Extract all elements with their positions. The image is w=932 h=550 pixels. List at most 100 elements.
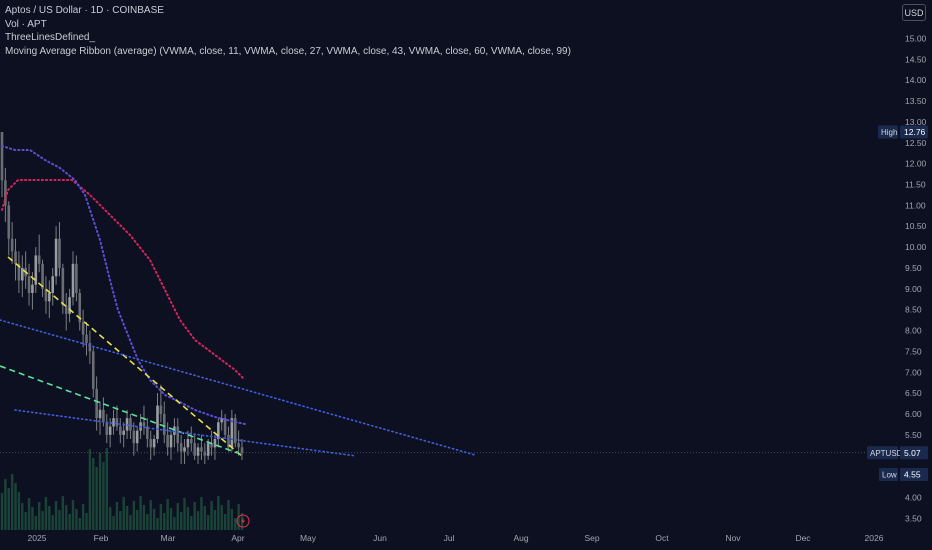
volume-bar xyxy=(125,506,129,530)
volume-bar xyxy=(108,507,112,530)
volume-bar xyxy=(105,448,108,530)
price-tag-value-bg xyxy=(900,125,928,139)
x-tick-label: Mar xyxy=(161,533,176,543)
volume-bar xyxy=(179,512,183,530)
candle-body xyxy=(61,267,65,306)
volume-bar xyxy=(21,503,24,530)
volume-bar xyxy=(17,492,21,530)
candle-body xyxy=(81,322,85,335)
volume-bar xyxy=(102,462,105,530)
volume-bar xyxy=(48,506,51,530)
price-tag-low: Low 4.55 xyxy=(879,467,928,481)
x-tick-label: Feb xyxy=(94,533,109,543)
y-tick-label: 13.50 xyxy=(905,96,927,106)
volume-bar xyxy=(14,483,17,530)
price-tag-name: Low xyxy=(882,470,897,479)
legend-indicator-threelines[interactable]: ThreeLinesDefined_ xyxy=(5,32,96,43)
volume-bar xyxy=(234,518,237,530)
legend-volume[interactable]: Vol · APT xyxy=(5,18,47,30)
legend-symbol[interactable]: Aptos / US Dollar · 1D · COINBASE xyxy=(5,5,164,16)
volume-bar xyxy=(213,510,217,530)
candle-body xyxy=(54,238,58,277)
candle-body xyxy=(112,418,115,427)
candle-body xyxy=(240,447,244,453)
x-tick-label: Dec xyxy=(795,533,811,543)
trendline-yellow xyxy=(7,256,244,458)
volume-bar xyxy=(75,509,78,530)
volume-bar xyxy=(196,511,200,530)
volume-bar xyxy=(217,496,220,530)
volume-bar xyxy=(129,515,132,530)
candle-body xyxy=(44,288,48,302)
y-tick-label: 9.00 xyxy=(905,284,922,294)
volume-bar xyxy=(112,516,115,530)
candle-body xyxy=(203,451,207,456)
candle-body xyxy=(115,418,119,427)
volume-bar xyxy=(37,502,41,530)
volume-bar xyxy=(206,515,210,530)
volume-bar xyxy=(4,479,7,530)
candle-body xyxy=(91,351,95,389)
y-tick-label: 8.50 xyxy=(905,305,922,315)
volume-bar xyxy=(122,497,125,530)
volume-bar xyxy=(132,501,136,530)
candle-body xyxy=(162,413,166,435)
candle-body xyxy=(179,443,183,452)
candle-body xyxy=(125,418,129,431)
legend-indicator-ma-ribbon[interactable]: Moving Average Ribbon (average) (VWMA, c… xyxy=(5,45,571,57)
volume-bar xyxy=(166,499,169,530)
volume-bar xyxy=(169,508,173,530)
candle-body xyxy=(71,263,75,298)
y-tick-label: 12.50 xyxy=(905,138,927,148)
candle-body xyxy=(217,422,220,440)
volume-bar xyxy=(142,505,146,530)
volume-bar xyxy=(92,458,95,530)
volume-bar xyxy=(156,518,159,530)
time-axis[interactable]: 2025 Feb Mar Apr May Jun Jul Aug Sep Oct Nov Dec 202… xyxy=(28,533,884,543)
y-tick-label: 7.00 xyxy=(905,367,922,377)
volume-bar xyxy=(173,517,176,530)
y-tick-label: 4.00 xyxy=(905,492,922,502)
ma-ribbon-slow xyxy=(1,179,244,379)
volume-bar xyxy=(31,507,34,530)
volume-bars xyxy=(0,448,244,530)
price-tags: High 12.76 APTUSD 5.07 Low 4.55 xyxy=(867,125,928,481)
y-tick-label: 5.50 xyxy=(905,430,922,440)
price-axis[interactable]: 15.00 14.50 14.00 13.50 13.00 12.50 12.00 11.50… xyxy=(905,34,927,524)
candle-body xyxy=(122,430,125,435)
volume-bar xyxy=(183,498,186,530)
y-tick-label: 10.00 xyxy=(905,242,927,252)
volume-bar xyxy=(227,500,230,530)
lightning-icon[interactable] xyxy=(236,514,250,528)
volume-bar xyxy=(58,510,61,530)
currency-button[interactable]: USD xyxy=(902,4,926,21)
candle-body xyxy=(95,388,98,419)
price-tag-name-bg xyxy=(879,467,898,481)
price-tag-value-bg xyxy=(900,446,928,460)
volume-bar xyxy=(10,474,14,530)
candle-body xyxy=(220,418,224,423)
y-tick-label: 14.50 xyxy=(905,54,927,64)
candle-body xyxy=(14,251,17,264)
candle-body xyxy=(31,284,34,293)
price-tag-value-bg xyxy=(900,467,928,481)
candle-body xyxy=(78,292,82,323)
y-tick-label: 11.50 xyxy=(905,180,926,190)
candle-body xyxy=(7,205,11,239)
candle-body xyxy=(41,263,44,289)
candle-body xyxy=(193,443,196,456)
candle-body xyxy=(132,430,136,444)
candle-body xyxy=(213,439,217,448)
trendline-green xyxy=(0,365,244,456)
volume-bar xyxy=(146,514,149,530)
x-tick-label: Jul xyxy=(444,533,455,543)
y-tick-label: 6.00 xyxy=(905,409,922,419)
candle-body xyxy=(183,447,186,452)
x-tick-label: Oct xyxy=(655,533,669,543)
volume-bar xyxy=(27,498,31,530)
volume-bar xyxy=(139,496,142,530)
volume-bar xyxy=(68,514,71,530)
chart-legend: Aptos / US Dollar · 1D · COINBASE Vol · … xyxy=(5,4,571,58)
volume-bar xyxy=(7,488,10,530)
